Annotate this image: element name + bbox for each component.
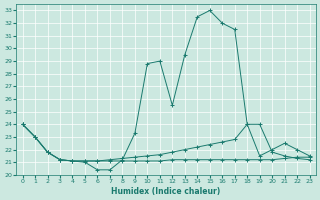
X-axis label: Humidex (Indice chaleur): Humidex (Indice chaleur) [111, 187, 221, 196]
